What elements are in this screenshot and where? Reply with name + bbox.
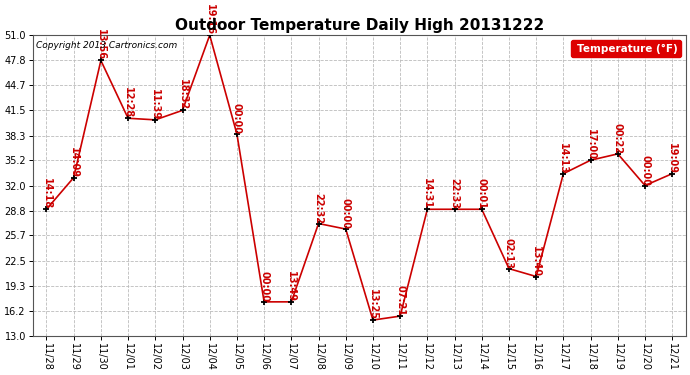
Text: 13:56: 13:56	[96, 30, 106, 60]
Text: 14:09: 14:09	[69, 147, 79, 178]
Text: 18:32: 18:32	[177, 79, 188, 110]
Legend: Temperature (°F): Temperature (°F)	[571, 40, 680, 57]
Text: 00:01: 00:01	[477, 178, 486, 209]
Text: 14:18: 14:18	[41, 178, 52, 209]
Text: 19:16: 19:16	[205, 4, 215, 35]
Text: 02:13: 02:13	[504, 238, 514, 268]
Text: 12:28: 12:28	[123, 87, 133, 118]
Text: 22:33: 22:33	[450, 178, 460, 209]
Text: 00:00: 00:00	[232, 103, 242, 134]
Title: Outdoor Temperature Daily High 20131222: Outdoor Temperature Daily High 20131222	[175, 18, 544, 33]
Text: 00:22: 00:22	[613, 123, 623, 154]
Text: 07:21: 07:21	[395, 285, 405, 316]
Text: Copyright 2013 Cartronics.com: Copyright 2013 Cartronics.com	[36, 41, 177, 50]
Text: 13:49: 13:49	[286, 271, 296, 302]
Text: 14:13: 14:13	[558, 142, 569, 174]
Text: 22:32: 22:32	[313, 192, 324, 224]
Text: 14:31: 14:31	[422, 178, 433, 209]
Text: 13:40: 13:40	[531, 246, 541, 276]
Text: 00:00: 00:00	[341, 198, 351, 229]
Text: 13:25: 13:25	[368, 289, 378, 320]
Text: 17:00: 17:00	[586, 129, 595, 160]
Text: 11:39: 11:39	[150, 89, 160, 120]
Text: 00:00: 00:00	[259, 271, 269, 302]
Text: 19:09: 19:09	[667, 142, 677, 174]
Text: 00:00: 00:00	[640, 154, 650, 186]
